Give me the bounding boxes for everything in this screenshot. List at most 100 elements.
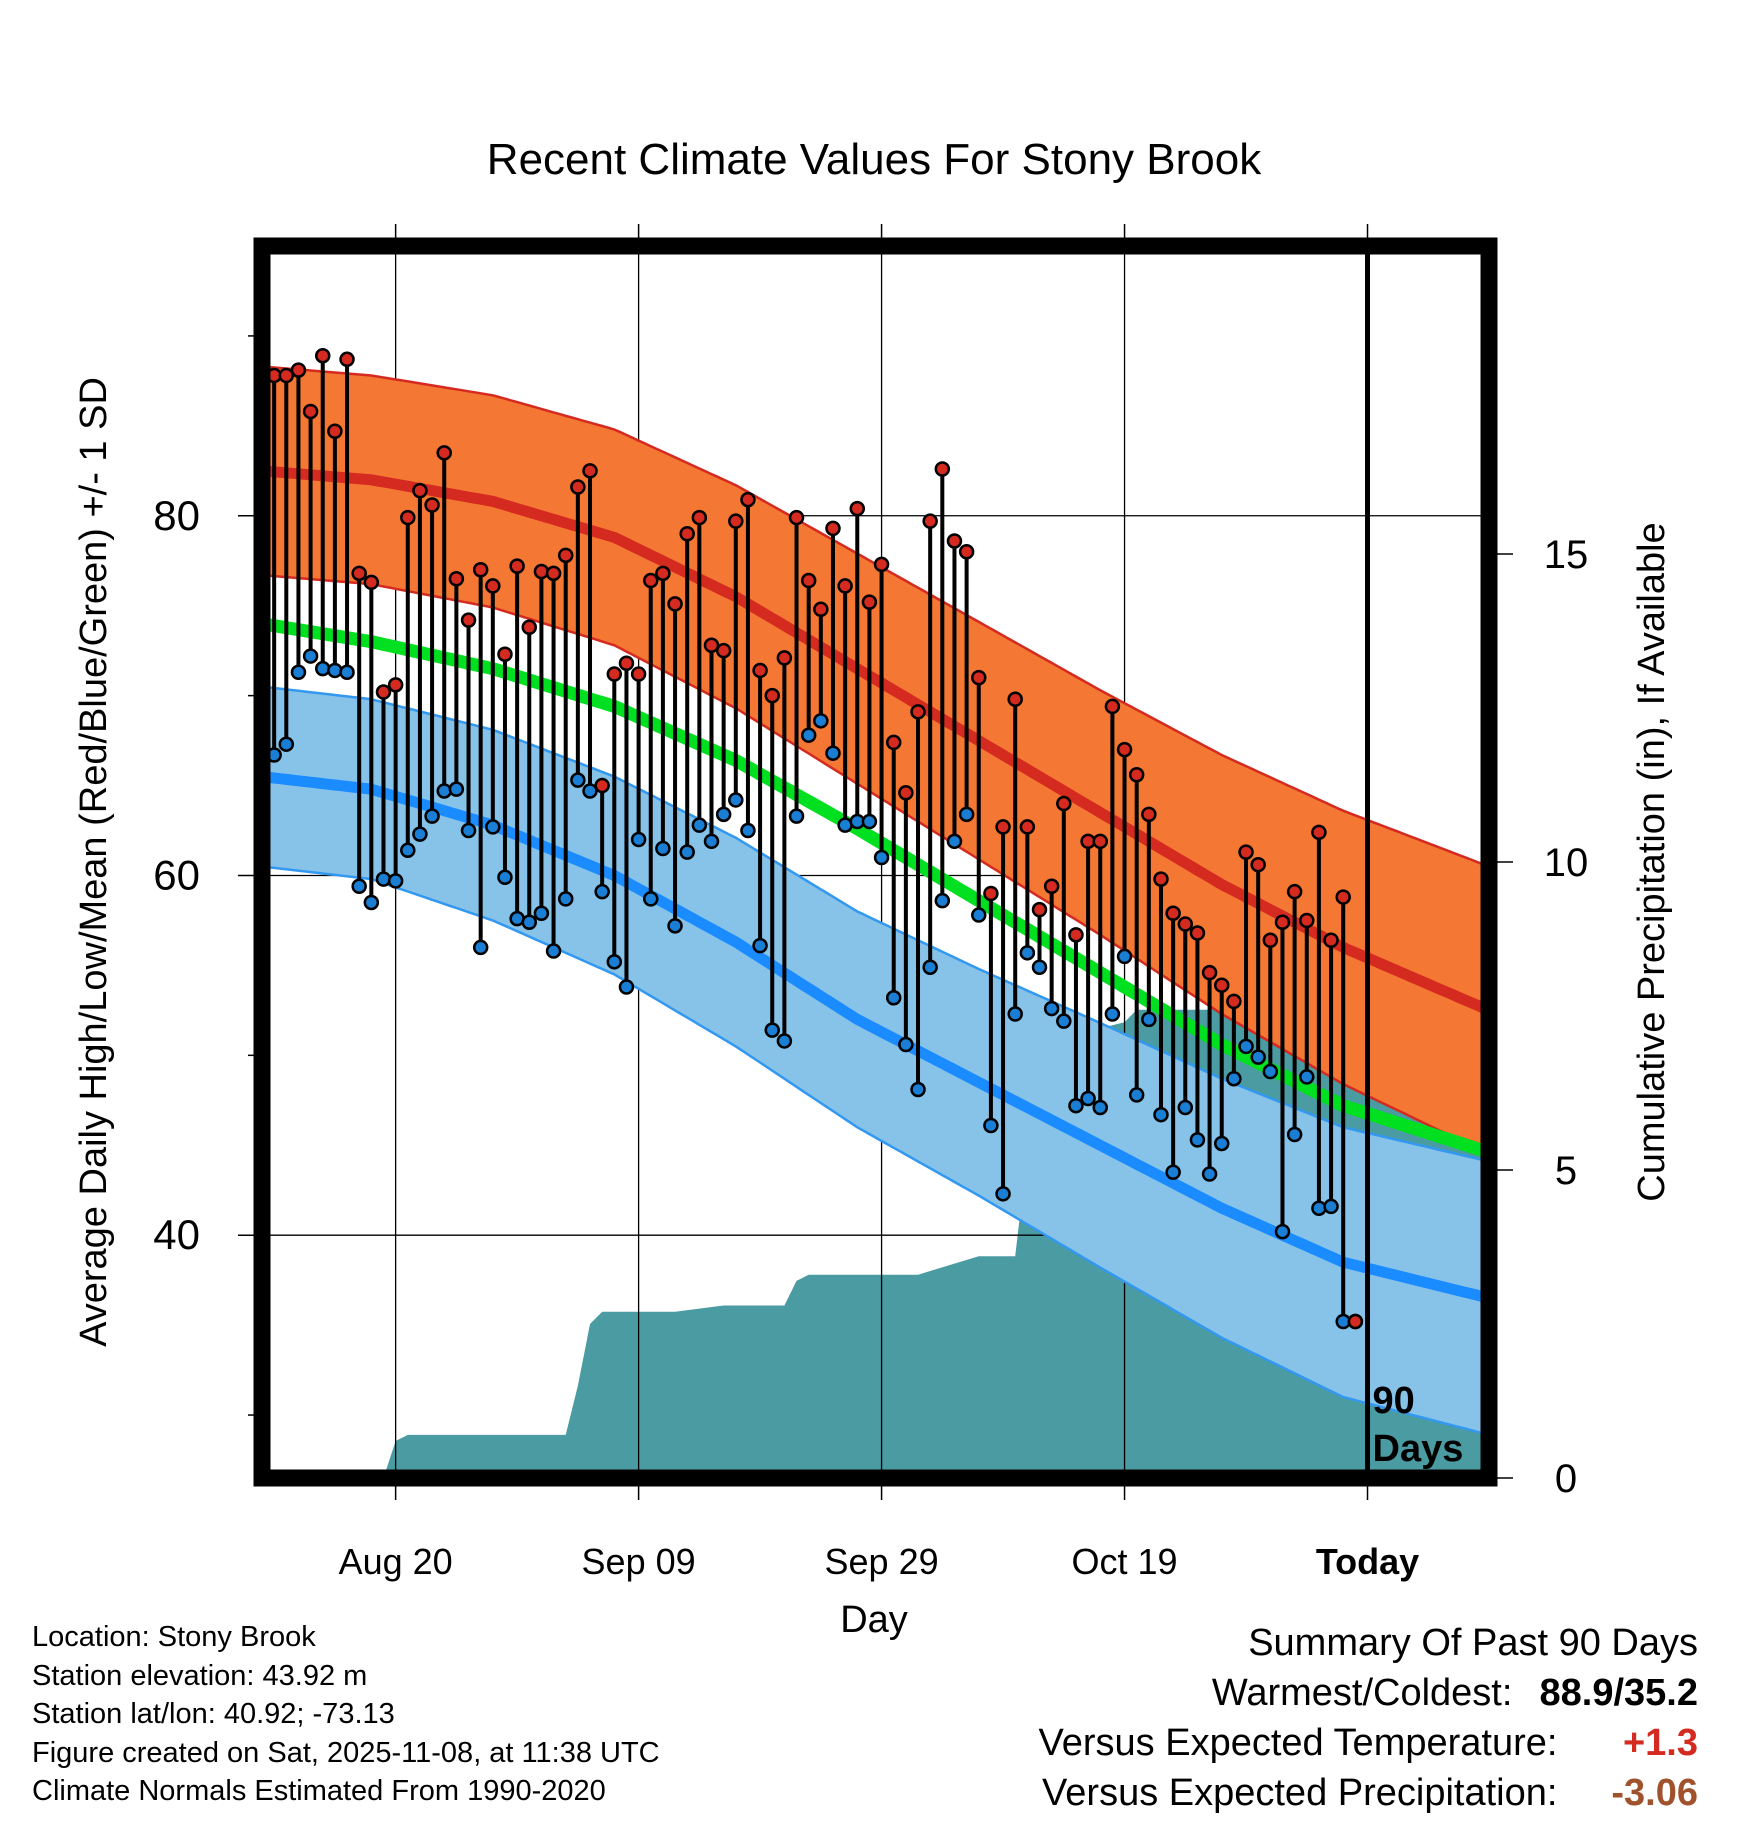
daily-low-point	[800, 727, 817, 743]
daily-high-point	[764, 687, 780, 704]
daily-high-point	[594, 777, 610, 794]
daily-low-point	[521, 914, 538, 931]
daily-high-point	[497, 646, 513, 663]
daily-low-point	[1213, 1135, 1230, 1152]
daily-high-point	[1299, 912, 1315, 929]
daily-low-point	[983, 1117, 999, 1134]
daily-high-point	[1201, 964, 1218, 981]
daily-low-point	[1141, 1011, 1157, 1028]
daily-high-point	[825, 520, 841, 537]
daily-high-point	[630, 666, 647, 682]
latlon-text: Station lat/lon: 40.92; -73.13	[32, 1698, 395, 1730]
temp-value: +1.3	[1622, 1722, 1698, 1764]
daily-low-point	[375, 871, 392, 887]
daily-low-point	[776, 1033, 793, 1049]
daily-low-point	[873, 849, 890, 866]
location-text: Location: Stony Brook	[32, 1621, 316, 1653]
y-tick-label-1: 60	[153, 851, 200, 898]
daily-high-point	[327, 423, 343, 439]
low-sd-band	[262, 685, 1489, 1437]
daily-low-point	[448, 781, 465, 797]
daily-high-point	[788, 509, 805, 526]
daily-high-point	[448, 570, 465, 587]
daily-low-point	[327, 662, 343, 679]
daily-high-point	[752, 662, 768, 679]
daily-low-point	[485, 819, 501, 835]
daily-high-point	[1019, 819, 1036, 835]
daily-low-point	[813, 713, 829, 729]
normal-bands	[262, 365, 1489, 1437]
daily-high-point	[995, 819, 1011, 835]
daily-high-point	[582, 463, 598, 479]
daily-high-point	[910, 704, 926, 720]
elevation-text: Station elevation: 43.92 m	[32, 1659, 368, 1692]
daily-high-point	[1128, 767, 1145, 783]
daily-low-point	[460, 822, 477, 839]
daily-high-point	[570, 479, 586, 495]
daily-low-point	[412, 826, 428, 842]
daily-high-point	[533, 563, 550, 580]
precip-label: Versus Expected Precipitation:	[1042, 1772, 1558, 1814]
summary-temp-row: Versus Expected Temperature: +1.3	[1039, 1718, 1698, 1768]
daily-high-point	[1031, 901, 1048, 918]
daily-low-point	[630, 831, 647, 848]
daily-low-point	[606, 954, 623, 970]
today-marker-group: 90 Days	[1365, 246, 1463, 1478]
daily-low-point	[570, 772, 586, 788]
daily-high-point	[1262, 932, 1279, 948]
daily-high-point	[606, 666, 623, 682]
daily-high-point	[898, 785, 914, 801]
y2-tick-label-0: 0	[1555, 1457, 1577, 1501]
daily-low-point	[557, 891, 574, 907]
daily-high-point	[1007, 691, 1023, 707]
daily-low-point	[934, 892, 951, 909]
daily-high-point	[934, 461, 951, 477]
daily-low-point	[1311, 1200, 1327, 1216]
daily-points	[262, 347, 1364, 1330]
daily-high-point	[776, 650, 793, 666]
daily-low-point	[1165, 1164, 1181, 1180]
daily-high-point	[509, 558, 525, 574]
axes: Aug 20 Sep 09 Sep 29 Oct 19 Today 40 60 80 0 5 10 1…	[153, 224, 1588, 1582]
daily-low-point	[1250, 1049, 1266, 1065]
plot-area: 90 Days	[262, 246, 1489, 1478]
daily-high-point	[387, 677, 404, 693]
daily-high-point	[1323, 932, 1339, 948]
daily-high-point	[885, 734, 902, 751]
daily-high-point	[1177, 916, 1194, 932]
daily-high-point	[363, 574, 380, 591]
daily-low-point	[1031, 959, 1048, 975]
daily-low-point	[1226, 1070, 1242, 1087]
daily-high-point	[1335, 889, 1351, 905]
daily-low-point	[363, 894, 380, 911]
daily-low-point	[752, 937, 768, 954]
daily-low-point	[400, 842, 416, 859]
x-tick-label-2: Sep 29	[825, 1541, 939, 1582]
daily-low-point	[946, 833, 963, 850]
y2-tick-label-2: 10	[1544, 841, 1589, 885]
x-tick-label-3: Oct 19	[1072, 1541, 1178, 1582]
daily-range-sticks	[262, 355, 1346, 1322]
daily-high-point	[436, 445, 452, 461]
daily-low-point	[861, 813, 878, 830]
daily-high-point	[1068, 927, 1084, 943]
summary-warmest-row: Warmest/Coldest: 88.9/35.2	[1039, 1668, 1698, 1718]
daily-low-point	[1092, 1099, 1108, 1116]
daily-high-point	[472, 561, 489, 578]
daily-high-point	[1141, 806, 1157, 823]
y2-tick-label-1: 5	[1555, 1149, 1577, 1193]
daily-low-point	[387, 873, 404, 889]
daily-low-point	[594, 883, 610, 900]
daily-low-point	[655, 840, 671, 857]
daily-low-point	[339, 664, 355, 681]
daily-low-point	[667, 918, 683, 934]
daily-high-point	[290, 362, 307, 378]
daily-low-point	[958, 806, 975, 823]
daily-high-point	[375, 684, 392, 700]
daily-low-point	[643, 891, 659, 907]
daily-high-point	[655, 565, 671, 582]
daily-low-point	[582, 783, 598, 799]
daily-high-point	[1056, 795, 1072, 812]
daily-low-point	[278, 736, 295, 752]
